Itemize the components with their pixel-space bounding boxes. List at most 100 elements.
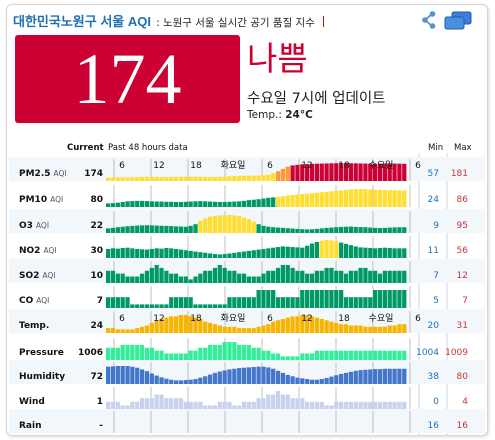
bar-humidity xyxy=(363,369,368,384)
bar-humidity xyxy=(232,368,237,384)
bar-co xyxy=(120,297,125,308)
bar-pm25 xyxy=(305,164,310,181)
bar-so2 xyxy=(135,276,140,283)
bar-pm25 xyxy=(295,164,300,181)
bar-humidity xyxy=(217,371,222,384)
bar-pm10 xyxy=(232,201,237,207)
bar-humidity xyxy=(329,376,334,384)
bar-no2 xyxy=(120,248,125,258)
row-label-rain: Rain xyxy=(19,421,42,431)
widget-header: 대한민국노원구 서울 AQI : 노원구 서울 실시간 공기 품질 지수 xyxy=(13,11,413,31)
max-value-o3: 95 xyxy=(457,221,468,231)
bar-pm25 xyxy=(193,176,198,181)
bar-wind xyxy=(397,401,402,409)
bar-wind xyxy=(110,401,116,409)
bar-pm10 xyxy=(402,190,407,207)
bar-pm25 xyxy=(222,176,227,181)
min-value-o3: 9 xyxy=(433,221,439,231)
bar-pm10 xyxy=(178,202,184,207)
bar-temp xyxy=(251,328,256,333)
bar-temp xyxy=(222,326,227,333)
bar-humidity xyxy=(324,378,329,384)
row-label-pm25: PM2.5 AQI xyxy=(19,169,67,179)
bar-pm25 xyxy=(392,163,397,181)
bar-so2 xyxy=(212,267,218,283)
bar-humidity xyxy=(241,367,247,384)
bar-co xyxy=(212,304,218,308)
bar-pm25 xyxy=(154,176,159,181)
bar-temp xyxy=(363,326,368,333)
bar-no2 xyxy=(261,248,266,258)
bar-pm10 xyxy=(106,203,111,207)
bar-pressure xyxy=(125,344,130,360)
bar-so2 xyxy=(377,273,383,283)
bar-pm10 xyxy=(382,189,387,207)
bar-humidity xyxy=(169,379,174,384)
bar-pressure xyxy=(343,350,349,360)
bar-humidity xyxy=(227,369,232,384)
bar-humidity xyxy=(275,370,281,384)
bar-so2 xyxy=(305,273,310,283)
bar-no2 xyxy=(343,243,349,258)
bar-so2 xyxy=(110,270,116,283)
bar-temp xyxy=(373,326,378,333)
city-aqi-title[interactable]: 대한민국노원구 서울 AQI xyxy=(13,14,151,29)
bar-humidity xyxy=(314,379,320,384)
bar-no2 xyxy=(377,248,383,258)
share-icon[interactable] xyxy=(421,11,437,29)
bar-no2 xyxy=(373,248,378,258)
bar-no2 xyxy=(358,247,363,258)
bar-no2 xyxy=(106,248,111,258)
bar-so2 xyxy=(373,270,378,283)
bar-humidity xyxy=(348,371,353,384)
bar-pressure xyxy=(139,344,145,360)
bar-pm10 xyxy=(115,202,120,207)
bar-pressure xyxy=(203,347,208,360)
temp-time-axis-label: 18 xyxy=(338,314,350,324)
bar-co xyxy=(256,290,261,308)
bar-pm25 xyxy=(275,171,281,181)
bar-pressure xyxy=(319,350,324,360)
bar-co xyxy=(169,297,174,308)
bar-pm25 xyxy=(309,163,315,181)
bar-no2 xyxy=(203,252,208,258)
bar-o3 xyxy=(368,227,373,233)
bar-pm25 xyxy=(227,176,232,181)
bar-so2 xyxy=(115,273,120,283)
bar-pressure xyxy=(358,350,363,360)
bar-wind xyxy=(343,401,349,409)
bar-so2 xyxy=(266,270,271,283)
bar-temp xyxy=(115,329,120,333)
bar-o3 xyxy=(106,228,111,233)
max-value-pressure: 1009 xyxy=(445,348,468,358)
bar-humidity xyxy=(377,369,383,384)
bar-so2 xyxy=(295,270,300,283)
bar-co xyxy=(106,297,111,308)
bar-co xyxy=(305,290,310,308)
bar-pm25 xyxy=(198,176,203,181)
temp-time-axis-label: 6 xyxy=(415,314,421,324)
bar-temp xyxy=(246,328,252,333)
bar-wind xyxy=(115,401,120,409)
bar-pm10 xyxy=(300,194,305,207)
bar-temp xyxy=(397,324,402,333)
bar-no2 xyxy=(125,247,130,258)
bar-no2 xyxy=(212,254,218,258)
bar-pm10 xyxy=(319,192,324,207)
bar-temp xyxy=(130,329,135,333)
bar-pm25 xyxy=(353,163,358,181)
aqi-level: 나쁨 xyxy=(247,39,308,78)
bar-o3 xyxy=(319,228,324,233)
bar-no2 xyxy=(387,248,392,258)
widgets-icon[interactable] xyxy=(443,11,473,31)
row-unit: AQI xyxy=(42,271,55,280)
bar-temp xyxy=(154,320,159,333)
bar-co xyxy=(343,297,349,308)
aqi-widget-card: 대한민국노원구 서울 AQI : 노원구 서울 실시간 공기 품질 지수 174… xyxy=(6,4,488,436)
bar-pressure xyxy=(373,350,378,360)
bar-pm25 xyxy=(256,175,261,181)
bar-so2 xyxy=(241,273,247,283)
bar-pm10 xyxy=(135,200,140,207)
bar-so2 xyxy=(193,276,198,283)
bar-no2 xyxy=(154,248,159,258)
